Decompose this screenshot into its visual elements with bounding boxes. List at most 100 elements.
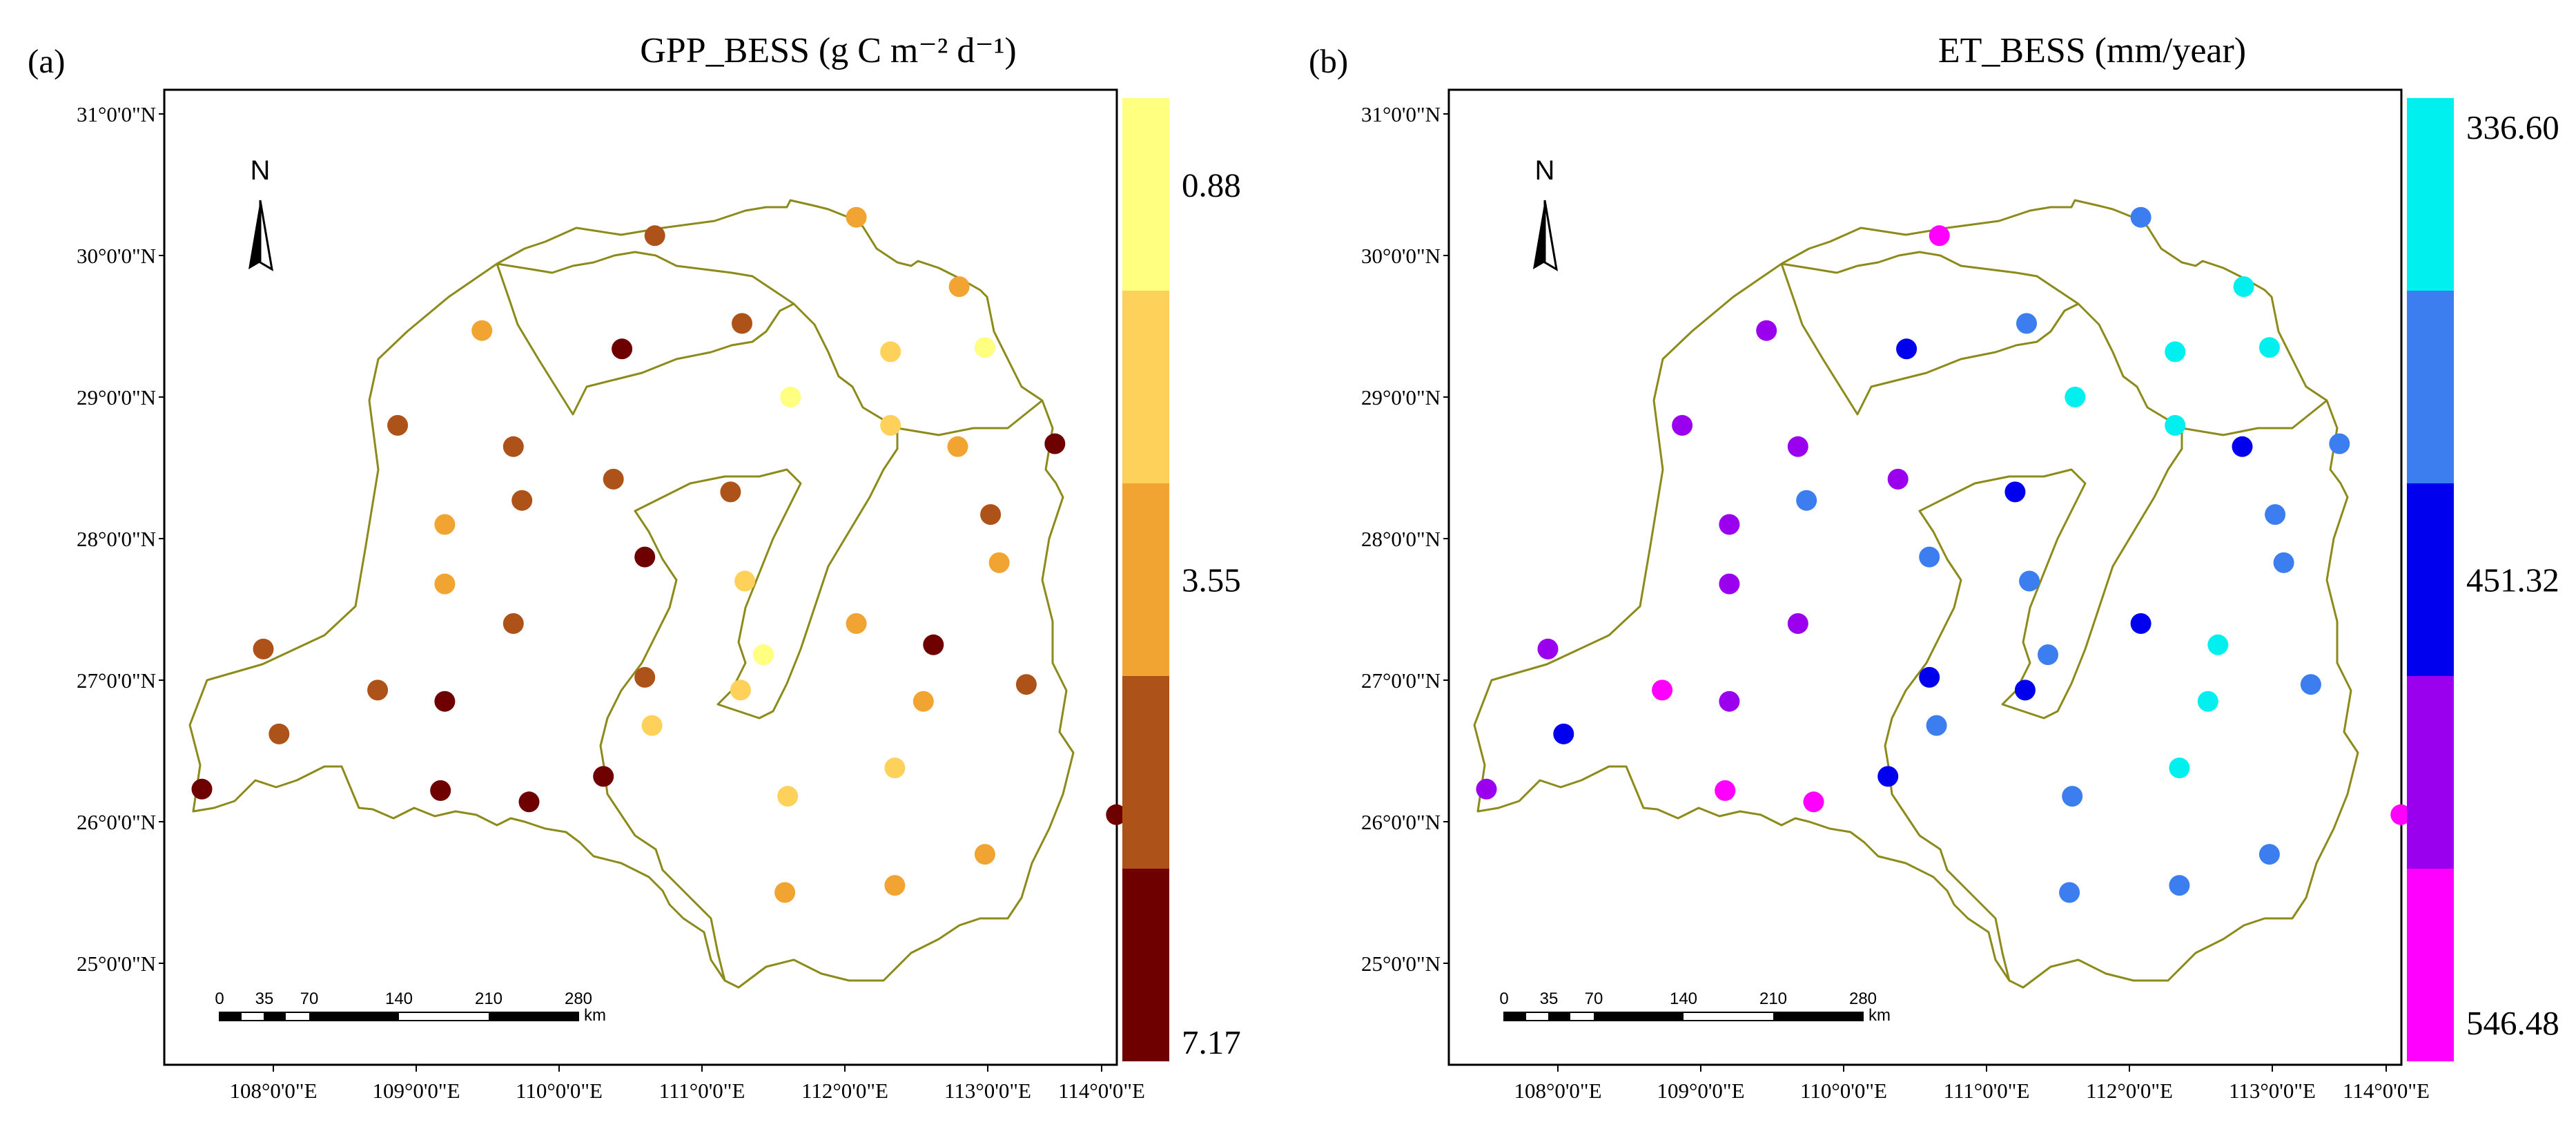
station-point: [434, 514, 456, 535]
map-title: GPP_BESS (g C m⁻² d⁻¹): [640, 31, 1017, 70]
scale-bar: 0 35 70 140 210 280 km: [1499, 990, 1891, 1025]
station-point: [1106, 804, 1127, 825]
north-arrow-left: [248, 200, 260, 269]
outer-boundary: [1473, 199, 2359, 989]
lon-label: 108°0'0"E: [229, 1079, 317, 1103]
north-arrow-right: [1543, 200, 1559, 271]
station-point: [367, 679, 389, 701]
lat-label: 26°0'0"N: [1361, 810, 1441, 834]
lat-axis: 31°0'0"N 30°0'0"N 29°0'0"N 28°0'0"N 27°0…: [77, 102, 164, 976]
station-point: [988, 552, 1010, 573]
station-point: [1719, 573, 1740, 595]
station-point: [923, 634, 944, 655]
lat-label: 25°0'0"N: [1361, 952, 1441, 976]
region-boundaries: [188, 199, 1075, 989]
legend-swatch: [1122, 291, 1169, 483]
lon-axis: 108°0'0"E 109°0'0"E 110°0'0"E 111°0'0"E …: [229, 1065, 1145, 1103]
lon-label: 111°0'0"E: [1944, 1079, 2030, 1103]
scale-label: 70: [1585, 990, 1603, 1008]
inner-boundary-central: [2077, 302, 2328, 436]
legend-label: 7.17: [1182, 1023, 1241, 1061]
north-arrow: N: [248, 155, 274, 271]
station-point: [2197, 691, 2218, 712]
lon-label: 110°0'0"E: [1800, 1079, 1887, 1103]
station-point: [777, 786, 799, 807]
lon-label: 114°0'0"E: [1058, 1079, 1145, 1103]
legend-label: 3.55: [1182, 561, 1241, 599]
legend-swatch: [1122, 483, 1169, 676]
station-point: [387, 415, 409, 436]
station-point: [720, 481, 741, 503]
legend-label: 546.48: [2466, 1004, 2559, 1042]
panel-label: (b): [1309, 42, 1348, 80]
station-point: [471, 320, 493, 341]
station-point: [253, 638, 274, 659]
north-arrow-right: [259, 200, 274, 271]
station-point: [1787, 436, 1808, 457]
station-point: [2329, 433, 2350, 454]
station-point: [2233, 276, 2254, 298]
scale-label: 210: [1759, 990, 1787, 1008]
station-point: [269, 723, 290, 744]
inner-boundary-north: [496, 251, 795, 416]
legend-label: 0.88: [1182, 166, 1241, 204]
lon-label: 111°0'0"E: [659, 1079, 745, 1103]
station-point: [774, 882, 796, 903]
map-title: ET_BESS (mm/year): [1938, 31, 2246, 70]
station-point: [502, 613, 524, 634]
lon-label: 113°0'0"E: [2229, 1079, 2316, 1103]
station-point: [641, 715, 663, 736]
station-point: [2014, 679, 2036, 701]
scale-bar: 0 35 70 140 210 280 km: [215, 990, 606, 1025]
station-point: [593, 766, 614, 787]
station-point: [880, 341, 901, 363]
lat-label: 30°0'0"N: [1361, 244, 1441, 268]
station-point: [1044, 433, 1066, 454]
north-arrow: N: [1533, 155, 1559, 271]
station-point: [734, 570, 756, 592]
station-points: [191, 206, 1155, 903]
station-point: [2038, 644, 2058, 666]
scale-label: 280: [565, 990, 592, 1008]
lat-label: 29°0'0"N: [1361, 385, 1441, 409]
station-point: [2130, 206, 2151, 228]
station-point: [1672, 415, 1693, 436]
legend-swatch: [1122, 98, 1169, 291]
station-point: [1896, 338, 1918, 360]
station-point: [2019, 570, 2040, 592]
station-point: [1929, 225, 1950, 247]
lat-axis: 31°0'0"N 30°0'0"N 29°0'0"N 28°0'0"N 27°0…: [1361, 102, 1449, 976]
station-point: [1926, 715, 1947, 736]
station-point: [1652, 679, 1673, 701]
station-point: [644, 225, 665, 247]
station-point: [2300, 674, 2321, 695]
station-point: [518, 791, 540, 813]
lon-axis: 108°0'0"E 109°0'0"E 110°0'0"E 111°0'0"E …: [1514, 1065, 2430, 1103]
station-point: [2004, 481, 2026, 503]
station-point: [846, 613, 867, 634]
station-point: [1715, 780, 1736, 801]
station-point: [1015, 674, 1037, 695]
station-point: [2165, 341, 2186, 363]
panel-label: (a): [28, 42, 65, 80]
station-point: [2065, 387, 2086, 407]
station-point: [1537, 638, 1559, 659]
region-boundaries: [1473, 199, 2359, 989]
station-point: [2130, 613, 2151, 634]
station-point: [974, 337, 995, 358]
lon-label: 112°0'0"E: [801, 1079, 888, 1103]
station-point: [1719, 514, 1740, 535]
station-point: [1787, 613, 1808, 634]
north-arrow-left: [1533, 200, 1545, 269]
lat-label: 27°0'0"N: [1361, 668, 1441, 693]
station-point: [2059, 882, 2080, 903]
scale-unit: km: [584, 1006, 606, 1025]
lon-label: 112°0'0"E: [2086, 1079, 2173, 1103]
station-point: [2169, 758, 2190, 779]
station-point: [753, 644, 774, 666]
legend-swatch: [2407, 869, 2454, 1061]
station-point: [884, 875, 906, 896]
lat-label: 31°0'0"N: [1361, 102, 1441, 126]
scale-label: 35: [1540, 990, 1559, 1008]
station-point: [2273, 552, 2294, 573]
